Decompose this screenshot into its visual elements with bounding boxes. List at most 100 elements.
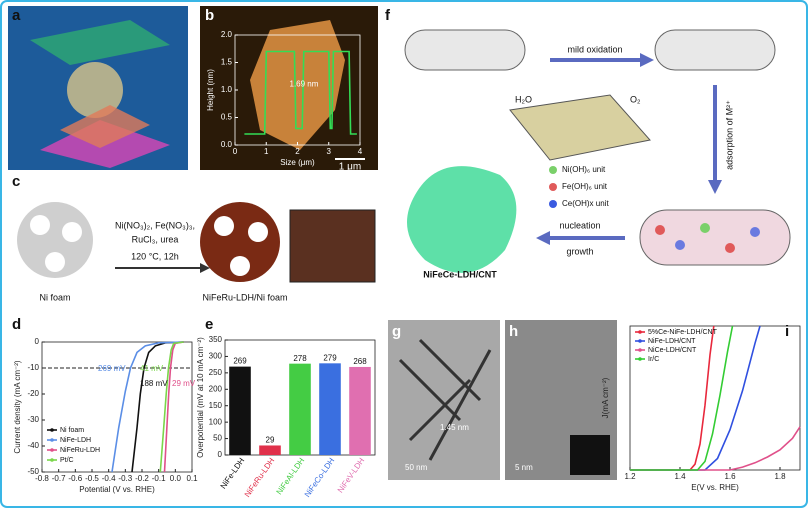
- y-tick-label: -20: [27, 389, 39, 398]
- legend-marker: [638, 357, 642, 361]
- legend-marker: [638, 339, 642, 343]
- y-tick-label: 0: [218, 450, 223, 459]
- panel-label: c: [12, 173, 20, 190]
- legend-label: Ir/C: [648, 356, 659, 363]
- layer: [30, 20, 170, 65]
- legend-label: Fe(OH)₆ unit: [562, 182, 608, 191]
- bar: [289, 363, 311, 455]
- legend-label: 5%Ce-NiFe-LDH/CNT: [648, 329, 718, 336]
- legend-marker: [549, 183, 557, 191]
- y-tick-label: 1.5: [221, 58, 233, 67]
- y-axis-label: Height (nm): [206, 69, 215, 111]
- x-tick-label: -0.4: [102, 474, 116, 483]
- y-tick-label: -40: [27, 441, 39, 450]
- legend-label: NiFe-LDH/CNT: [648, 338, 696, 345]
- legend-marker: [50, 458, 54, 462]
- legend-marker: [638, 330, 642, 334]
- annotation: 41 mV: [140, 364, 164, 373]
- legend-marker: [638, 348, 642, 352]
- x-tick-label: 1.2: [624, 472, 636, 481]
- y-axis-label: J(mA cm⁻²): [601, 377, 610, 418]
- annotation: 29 mV: [172, 379, 196, 388]
- product: O₂: [630, 94, 641, 104]
- step-label: nucleation: [559, 220, 600, 230]
- flake: [250, 20, 345, 150]
- line: [630, 426, 801, 471]
- panel-label: d: [12, 316, 21, 333]
- annotation: 269 mV: [98, 364, 126, 373]
- x-tick-label: 1: [264, 147, 269, 156]
- bar: [229, 366, 251, 455]
- ldh-cnt: [407, 166, 517, 273]
- y-tick-label: 0.0: [221, 140, 233, 149]
- step-label: mild oxidation: [567, 44, 622, 54]
- arrow-head: [200, 263, 210, 273]
- sample-label: Ni foam: [39, 292, 70, 302]
- y-tick-label: 0.5: [221, 113, 233, 122]
- line: [630, 325, 734, 471]
- legend-label: Ce(OH)x unit: [562, 199, 609, 208]
- legend-label: NiFe-LDH: [60, 437, 91, 444]
- x-tick-label: -0.1: [152, 474, 166, 483]
- legend-marker: [50, 448, 54, 452]
- sample-label: NiFeRu-LDH/Ni foam: [202, 292, 287, 302]
- x-tick-label: -0.6: [68, 474, 82, 483]
- scale-bar-label: 50 nm: [405, 463, 428, 472]
- ldh-sheet: [509, 94, 651, 161]
- y-tick-label: 250: [209, 368, 223, 377]
- adsorbed-ions: [655, 223, 760, 253]
- arrow-head: [708, 180, 722, 194]
- panel-label: a: [12, 7, 21, 24]
- x-tick-label: 1.4: [674, 472, 686, 481]
- x-tick-label: -0.5: [85, 474, 99, 483]
- scale-bar-label: 1 μm: [339, 162, 361, 173]
- x-tick-label: -0.7: [52, 474, 66, 483]
- y-tick-label: -30: [27, 415, 39, 424]
- annotation: 1.45 nm: [440, 423, 469, 432]
- y-axis-label: Overpotential (mV at 10 mA cm⁻²): [196, 337, 205, 458]
- axes-frame: [41, 341, 193, 473]
- y-tick-label: 50: [213, 434, 222, 443]
- annotation: 1.69 nm: [290, 80, 319, 89]
- y-tick-label: 1.0: [221, 85, 233, 94]
- x-axis-label: E(V vs. RHE): [691, 483, 739, 492]
- y-tick-label: -10: [27, 363, 39, 372]
- y-tick-label: 350: [209, 335, 223, 344]
- legend-label: Pt/C: [60, 457, 74, 464]
- panel-label: g: [392, 323, 401, 340]
- x-axis-label: Potential (V vs. RHE): [79, 485, 155, 494]
- step-label: adsorption of M²⁺: [724, 100, 734, 170]
- x-tick-label: 0.1: [186, 474, 198, 483]
- annotation: 188 mV: [140, 379, 168, 388]
- conditions: 120 °C, 12h: [131, 251, 179, 261]
- scale-bar-label: 5 nm: [515, 463, 533, 472]
- panel-label: e: [205, 316, 213, 333]
- y-axis-label: Current density (mA cm⁻²): [13, 360, 22, 453]
- step-label: growth: [566, 246, 593, 256]
- value-label: 268: [353, 357, 367, 366]
- bar: [259, 445, 281, 455]
- line: [159, 341, 184, 473]
- nanotube: [404, 29, 791, 266]
- legend-label: NiCe-LDH/CNT: [648, 347, 697, 354]
- panel-label: i: [785, 323, 789, 340]
- legend-marker: [50, 438, 54, 442]
- panel-label: b: [205, 7, 214, 24]
- x-axis-label: Size (μm): [280, 158, 315, 167]
- legend-label: NiFeRu-LDH: [60, 447, 100, 454]
- product-label: NiFeCe-LDH/CNT: [423, 269, 497, 279]
- x-tick-label: 3: [327, 147, 332, 156]
- y-tick-label: 0: [35, 337, 40, 346]
- reagents: Ni(NO₃)₂, Fe(NO₃)₃,: [115, 220, 195, 230]
- x-tick-label: 0.0: [170, 474, 182, 483]
- legend-label: Ni foam: [60, 427, 84, 434]
- y-tick-label: -50: [27, 467, 39, 476]
- saed-inset: [570, 435, 610, 475]
- bar: [319, 363, 341, 455]
- x-tick-label: -0.3: [118, 474, 132, 483]
- cluster: [67, 62, 123, 118]
- legend-marker: [549, 200, 557, 208]
- panel-label: f: [385, 7, 391, 24]
- line: [244, 50, 357, 135]
